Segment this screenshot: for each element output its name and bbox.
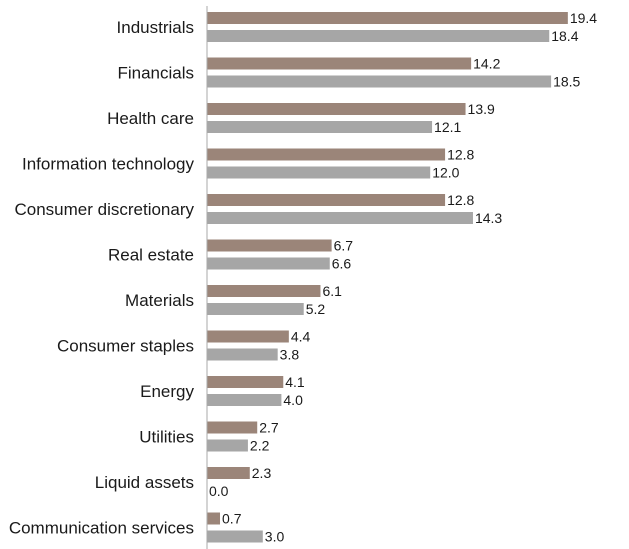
category-label: Materials <box>125 291 194 310</box>
bar-series-2 <box>207 439 248 452</box>
data-label-series-1: 19.4 <box>570 10 597 26</box>
data-label-series-2: 12.1 <box>434 119 461 135</box>
data-label-series-2: 18.5 <box>553 74 580 90</box>
bar-series-2 <box>207 166 431 179</box>
bar-series-1 <box>207 330 289 343</box>
bar-series-1 <box>207 239 332 252</box>
bar-series-2 <box>207 530 263 543</box>
data-label-series-2: 4.0 <box>283 392 303 408</box>
bar-series-2 <box>207 257 330 270</box>
bar-series-2 <box>207 75 552 88</box>
data-label-series-1: 12.8 <box>447 147 474 163</box>
bar-series-2 <box>207 303 304 315</box>
data-label-series-2: 6.6 <box>332 256 352 272</box>
data-label-series-1: 6.1 <box>322 283 342 299</box>
data-label-series-2: 0.0 <box>209 483 229 499</box>
bar-series-1 <box>207 421 258 434</box>
bar-series-1 <box>207 285 321 297</box>
bar-series-2 <box>207 394 282 406</box>
category-label: Industrials <box>117 18 194 37</box>
bar-series-1 <box>207 148 446 161</box>
data-label-series-1: 14.2 <box>473 56 500 72</box>
data-label-series-2: 3.8 <box>280 347 300 363</box>
bar-series-2 <box>207 348 278 361</box>
data-label-series-2: 3.0 <box>265 529 285 545</box>
bar-series-1 <box>207 376 284 388</box>
category-label: Information technology <box>22 155 194 174</box>
category-label: Consumer discretionary <box>14 200 194 219</box>
data-label-series-1: 2.3 <box>252 465 272 481</box>
data-label-series-1: 12.8 <box>447 192 474 208</box>
data-label-series-2: 18.4 <box>551 28 578 44</box>
data-label-series-1: 4.1 <box>285 374 305 390</box>
bar-series-1 <box>207 194 446 206</box>
category-label: Liquid assets <box>95 473 194 492</box>
data-label-series-1: 6.7 <box>334 238 354 254</box>
data-label-series-1: 13.9 <box>468 101 495 117</box>
bar-series-2 <box>207 121 433 133</box>
category-label: Financials <box>117 64 194 83</box>
data-label-series-1: 4.4 <box>291 329 311 345</box>
data-label-series-2: 12.0 <box>432 165 459 181</box>
bar-series-1 <box>207 12 568 24</box>
category-label: Consumer staples <box>57 337 194 356</box>
category-label: Utilities <box>139 428 194 447</box>
bar-series-1 <box>207 467 250 479</box>
data-label-series-2: 5.2 <box>306 301 326 317</box>
category-label: Health care <box>107 109 194 128</box>
bar-series-2 <box>207 212 473 224</box>
category-label: Real estate <box>108 246 194 265</box>
bar-series-1 <box>207 103 466 115</box>
labels-group: Industrials 19.4 18.4 Financials 14.2 18.5 Hea… <box>9 10 597 545</box>
bars-group <box>207 12 568 543</box>
data-label-series-2: 14.3 <box>475 210 502 226</box>
bar-series-2 <box>207 30 550 42</box>
category-label: Energy <box>140 382 194 401</box>
bar-series-1 <box>207 512 221 525</box>
bar-series-1 <box>207 57 472 70</box>
data-label-series-1: 2.7 <box>259 420 279 436</box>
data-label-series-1: 0.7 <box>222 511 242 527</box>
category-label: Communication services <box>9 519 194 538</box>
data-label-series-2: 2.2 <box>250 438 270 454</box>
